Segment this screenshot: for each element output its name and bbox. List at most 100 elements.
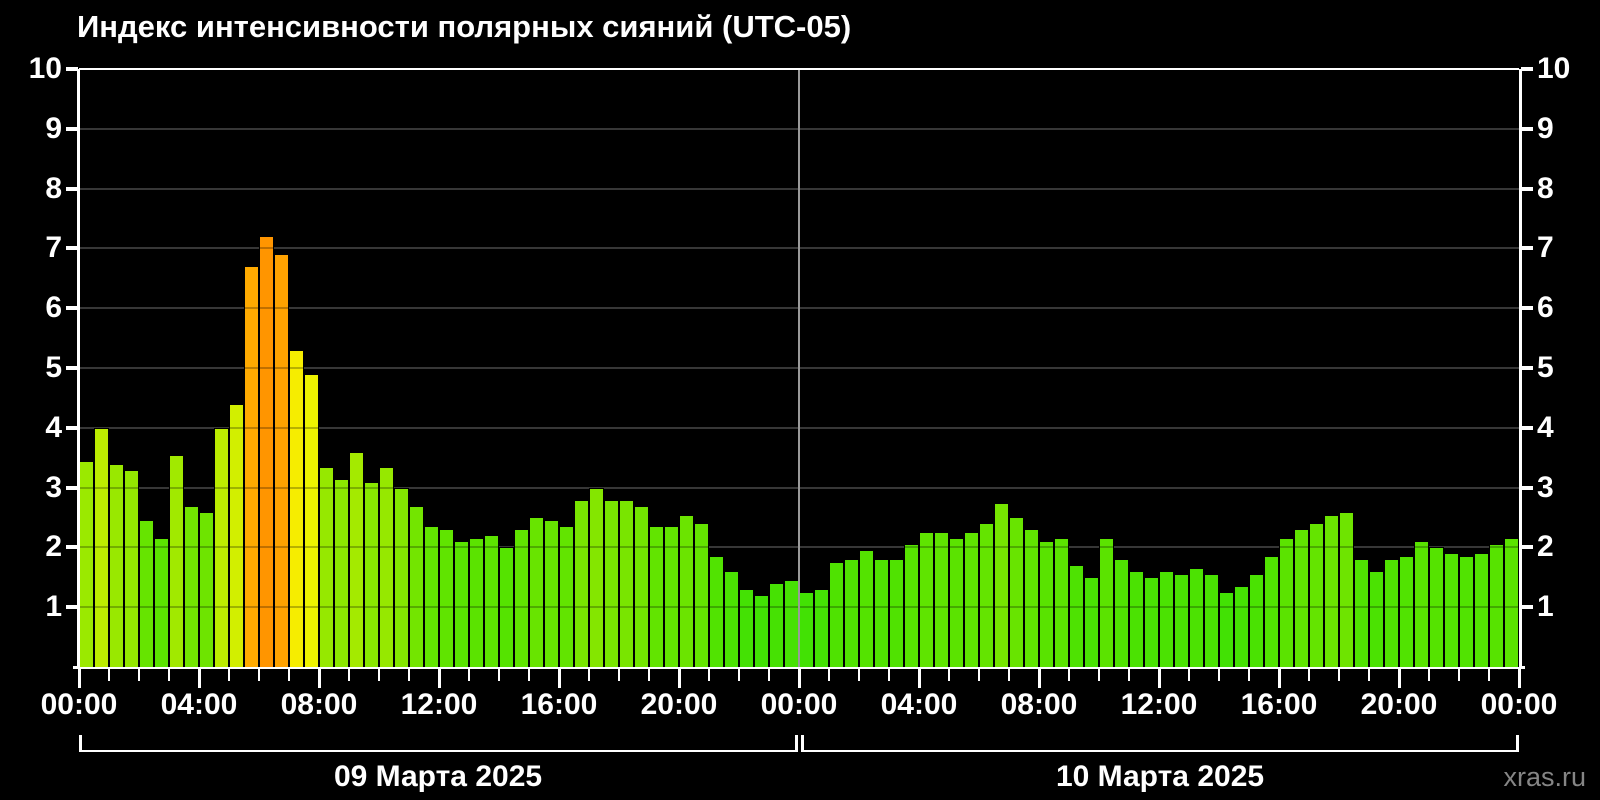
- bar: [274, 254, 289, 667]
- bar: [814, 589, 829, 667]
- y-tick-left: [66, 545, 78, 550]
- x-tick-minor: [168, 669, 170, 681]
- bar: [169, 455, 184, 667]
- bar: [1114, 559, 1129, 667]
- bar: [499, 547, 514, 667]
- x-tick-minor: [348, 669, 350, 681]
- x-tick-minor: [378, 669, 380, 681]
- x-tick-minor: [618, 669, 620, 681]
- y-tick-left: [66, 366, 78, 370]
- bar: [994, 503, 1009, 667]
- bar: [1414, 541, 1429, 667]
- y-axis-label-right: 9: [1537, 111, 1554, 145]
- x-tick-minor: [888, 669, 890, 681]
- bar: [844, 559, 859, 667]
- y-axis-label-left: 1: [45, 590, 62, 624]
- bar: [649, 526, 664, 667]
- day-separator-line: [798, 69, 800, 667]
- x-tick-major: [438, 669, 441, 688]
- y-axis-label-right: 8: [1537, 171, 1554, 205]
- y-axis-label-right: 2: [1537, 530, 1554, 564]
- y-tick-right: [1521, 605, 1533, 610]
- bar: [1369, 571, 1384, 667]
- bar: [904, 544, 919, 667]
- x-tick-minor: [1458, 669, 1460, 681]
- y-axis-label-right: 10: [1537, 52, 1571, 85]
- bar: [1324, 515, 1339, 667]
- x-axis-label: 12:00: [400, 688, 478, 721]
- x-tick-minor: [858, 669, 860, 681]
- bar: [754, 595, 769, 667]
- bar: [799, 592, 814, 667]
- bar: [859, 550, 874, 667]
- bar: [514, 529, 529, 667]
- bar: [199, 512, 214, 667]
- bar: [229, 404, 244, 667]
- x-tick-major: [78, 669, 81, 688]
- x-tick-major: [918, 669, 921, 688]
- x-tick-minor: [1098, 669, 1100, 681]
- y-tick-right: [1521, 246, 1533, 251]
- bar: [109, 464, 124, 667]
- plot-area: [79, 69, 1519, 667]
- bar: [1069, 565, 1084, 667]
- bar: [1009, 517, 1024, 667]
- x-axis-label: 20:00: [1360, 688, 1438, 721]
- day2-bracket-riser-left: [801, 735, 804, 752]
- y-tick-right: [1521, 545, 1533, 550]
- y-tick-right: [1521, 186, 1533, 191]
- y-axis-label-left: 8: [45, 171, 62, 205]
- bar: [934, 532, 949, 667]
- bar: [289, 350, 304, 667]
- bar: [259, 236, 274, 667]
- bar: [1264, 556, 1279, 667]
- y-tick-right: [1521, 425, 1533, 430]
- x-tick-minor: [708, 669, 710, 681]
- bar: [1489, 544, 1504, 667]
- y-tick-left: [66, 425, 78, 430]
- bar: [1219, 592, 1234, 667]
- day1-bracket-riser-right: [795, 735, 798, 752]
- x-tick-minor: [1368, 669, 1370, 681]
- x-tick-minor: [1338, 669, 1340, 681]
- x-tick-minor: [1488, 669, 1490, 681]
- x-tick-minor: [528, 669, 530, 681]
- bar: [1159, 571, 1174, 667]
- x-axis-label: 00:00: [40, 688, 118, 721]
- bar: [1504, 538, 1519, 667]
- bar: [184, 506, 199, 667]
- x-tick-major: [1278, 669, 1281, 688]
- x-axis-label: 04:00: [880, 688, 958, 721]
- bar: [919, 532, 934, 667]
- y-axis-label-left: 7: [45, 231, 62, 265]
- x-axis-label: 00:00: [1480, 688, 1558, 721]
- y-axis-label-left: 2: [45, 530, 62, 564]
- x-tick-minor: [258, 669, 260, 681]
- x-axis-label: 04:00: [160, 688, 238, 721]
- x-tick-minor: [1188, 669, 1190, 681]
- bar: [409, 506, 424, 667]
- bar: [469, 538, 484, 667]
- bar: [604, 500, 619, 667]
- bar: [964, 532, 979, 667]
- bar: [739, 589, 754, 667]
- bar: [394, 488, 409, 667]
- x-tick-major: [1038, 669, 1041, 688]
- bar: [1099, 538, 1114, 667]
- bar: [1249, 574, 1264, 667]
- bar: [1444, 553, 1459, 667]
- y-axis-label-right: 6: [1537, 291, 1554, 325]
- bar: [124, 470, 139, 667]
- bar: [1084, 577, 1099, 667]
- bar: [1204, 574, 1219, 667]
- y-tick-left: [66, 67, 78, 71]
- bar: [139, 520, 154, 667]
- bar: [349, 452, 364, 667]
- bar: [889, 559, 904, 667]
- bar: [769, 583, 784, 667]
- day1-bracket-line: [79, 750, 798, 752]
- bar: [79, 461, 94, 667]
- y-axis-label-left: 4: [45, 410, 62, 444]
- y-tick-left: [66, 485, 78, 490]
